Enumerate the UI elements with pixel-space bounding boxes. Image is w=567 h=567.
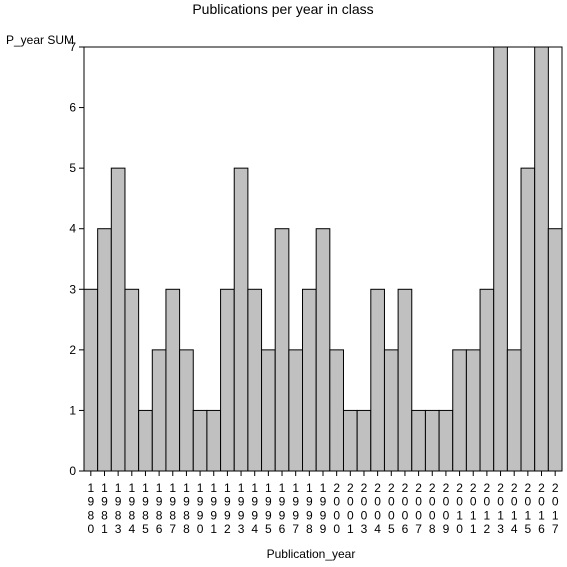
bar-1984 (124, 288, 140, 472)
y-tick-label-0: 0 (69, 464, 76, 478)
x-axis-label: Publication_year (267, 547, 356, 561)
bar-1997 (288, 349, 304, 472)
bar-1996 (274, 228, 290, 472)
y-tick-label-3: 3 (69, 282, 76, 296)
bar-1981 (97, 228, 112, 472)
bar-2017 (547, 228, 563, 472)
chart-title: Publications per year in class (192, 1, 373, 17)
bar-2003 (356, 409, 372, 472)
bar-1994 (247, 288, 263, 472)
y-tick-label-4: 4 (69, 222, 76, 236)
bar-2015 (520, 167, 536, 472)
y-tick-label-6: 6 (69, 101, 76, 115)
bar-2011 (465, 349, 481, 472)
bar-1992 (220, 288, 235, 472)
bar-2000 (329, 349, 344, 472)
bar-2006 (397, 288, 413, 472)
bar-2007 (411, 409, 426, 472)
bar-1998 (302, 288, 317, 472)
bar-2016 (534, 46, 549, 472)
y-tick-label-2: 2 (69, 343, 76, 357)
plot-area: 0 1 2 3 4 5 6 7 1 9 8 0 1 9 8 1 1 9 8 3 1 9 8 4 1 9 8 5 1 9 8 6 1 9 8 7 1 9 8 8… (69, 40, 563, 536)
bar-2013 (493, 46, 508, 472)
bar-2001 (342, 409, 358, 472)
bar-1990 (192, 409, 208, 472)
y-tick-label-7: 7 (69, 40, 76, 54)
y-axis-label: P_year SUM (6, 33, 74, 47)
bar-1985 (138, 409, 153, 472)
bar-2010 (452, 349, 467, 472)
bar-1995 (261, 349, 276, 472)
bar-1980 (83, 288, 99, 472)
bar-1999 (315, 228, 331, 472)
bar-2012 (479, 288, 495, 472)
bar-2005 (383, 349, 399, 472)
y-tick-label-5: 5 (69, 161, 76, 175)
bar-1983 (110, 167, 126, 472)
bar-1986 (151, 349, 167, 472)
bar-1993 (233, 167, 249, 472)
bar-2014 (506, 349, 522, 472)
bar-2009 (438, 409, 454, 472)
bar-2008 (424, 409, 440, 472)
bar-1991 (206, 409, 222, 472)
y-tick-label-1: 1 (69, 403, 76, 417)
bar-1987 (165, 288, 181, 472)
bar-2004 (370, 288, 385, 472)
bar-1988 (179, 349, 194, 472)
